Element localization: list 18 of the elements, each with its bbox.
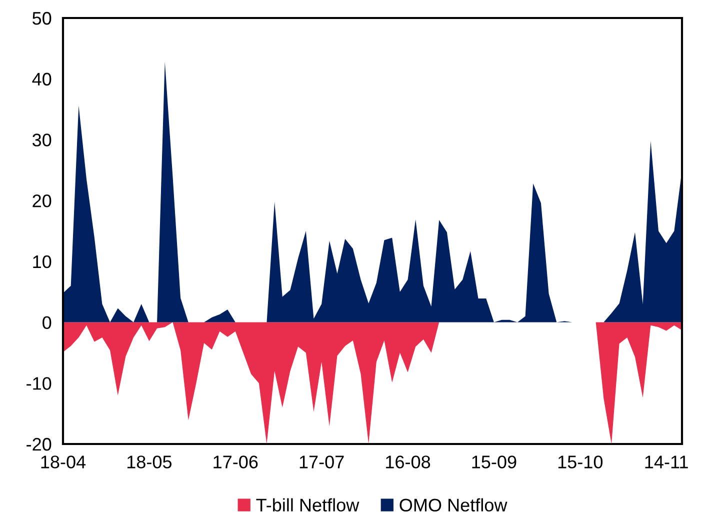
y-tick-label: 0 (42, 316, 52, 330)
y-tick-label: 10 (33, 255, 52, 268)
y-tick-label: 50 (32, 12, 52, 25)
y-tick-label: 30 (32, 134, 52, 146)
legend-label: T-bill Netflow (256, 498, 360, 512)
y-tick-label: 20 (32, 194, 52, 208)
x-tick-label: 16-08 (386, 456, 430, 468)
y-tick-label: -20 (26, 438, 52, 451)
x-tick-label: 17-06 (214, 456, 258, 468)
legend-label: OMO Netflow (400, 498, 508, 512)
x-tick-label: 18-05 (127, 456, 172, 468)
x-tick-label: 15-10 (558, 456, 603, 468)
y-tick-label: -10 (26, 377, 52, 390)
x-tick-label: 15-09 (472, 456, 516, 468)
x-tick-label: 18-04 (41, 456, 86, 468)
x-tick-label: 14-11 (645, 456, 688, 468)
y-tick-label: 40 (32, 72, 52, 86)
x-tick-label: 17-07 (300, 456, 344, 468)
